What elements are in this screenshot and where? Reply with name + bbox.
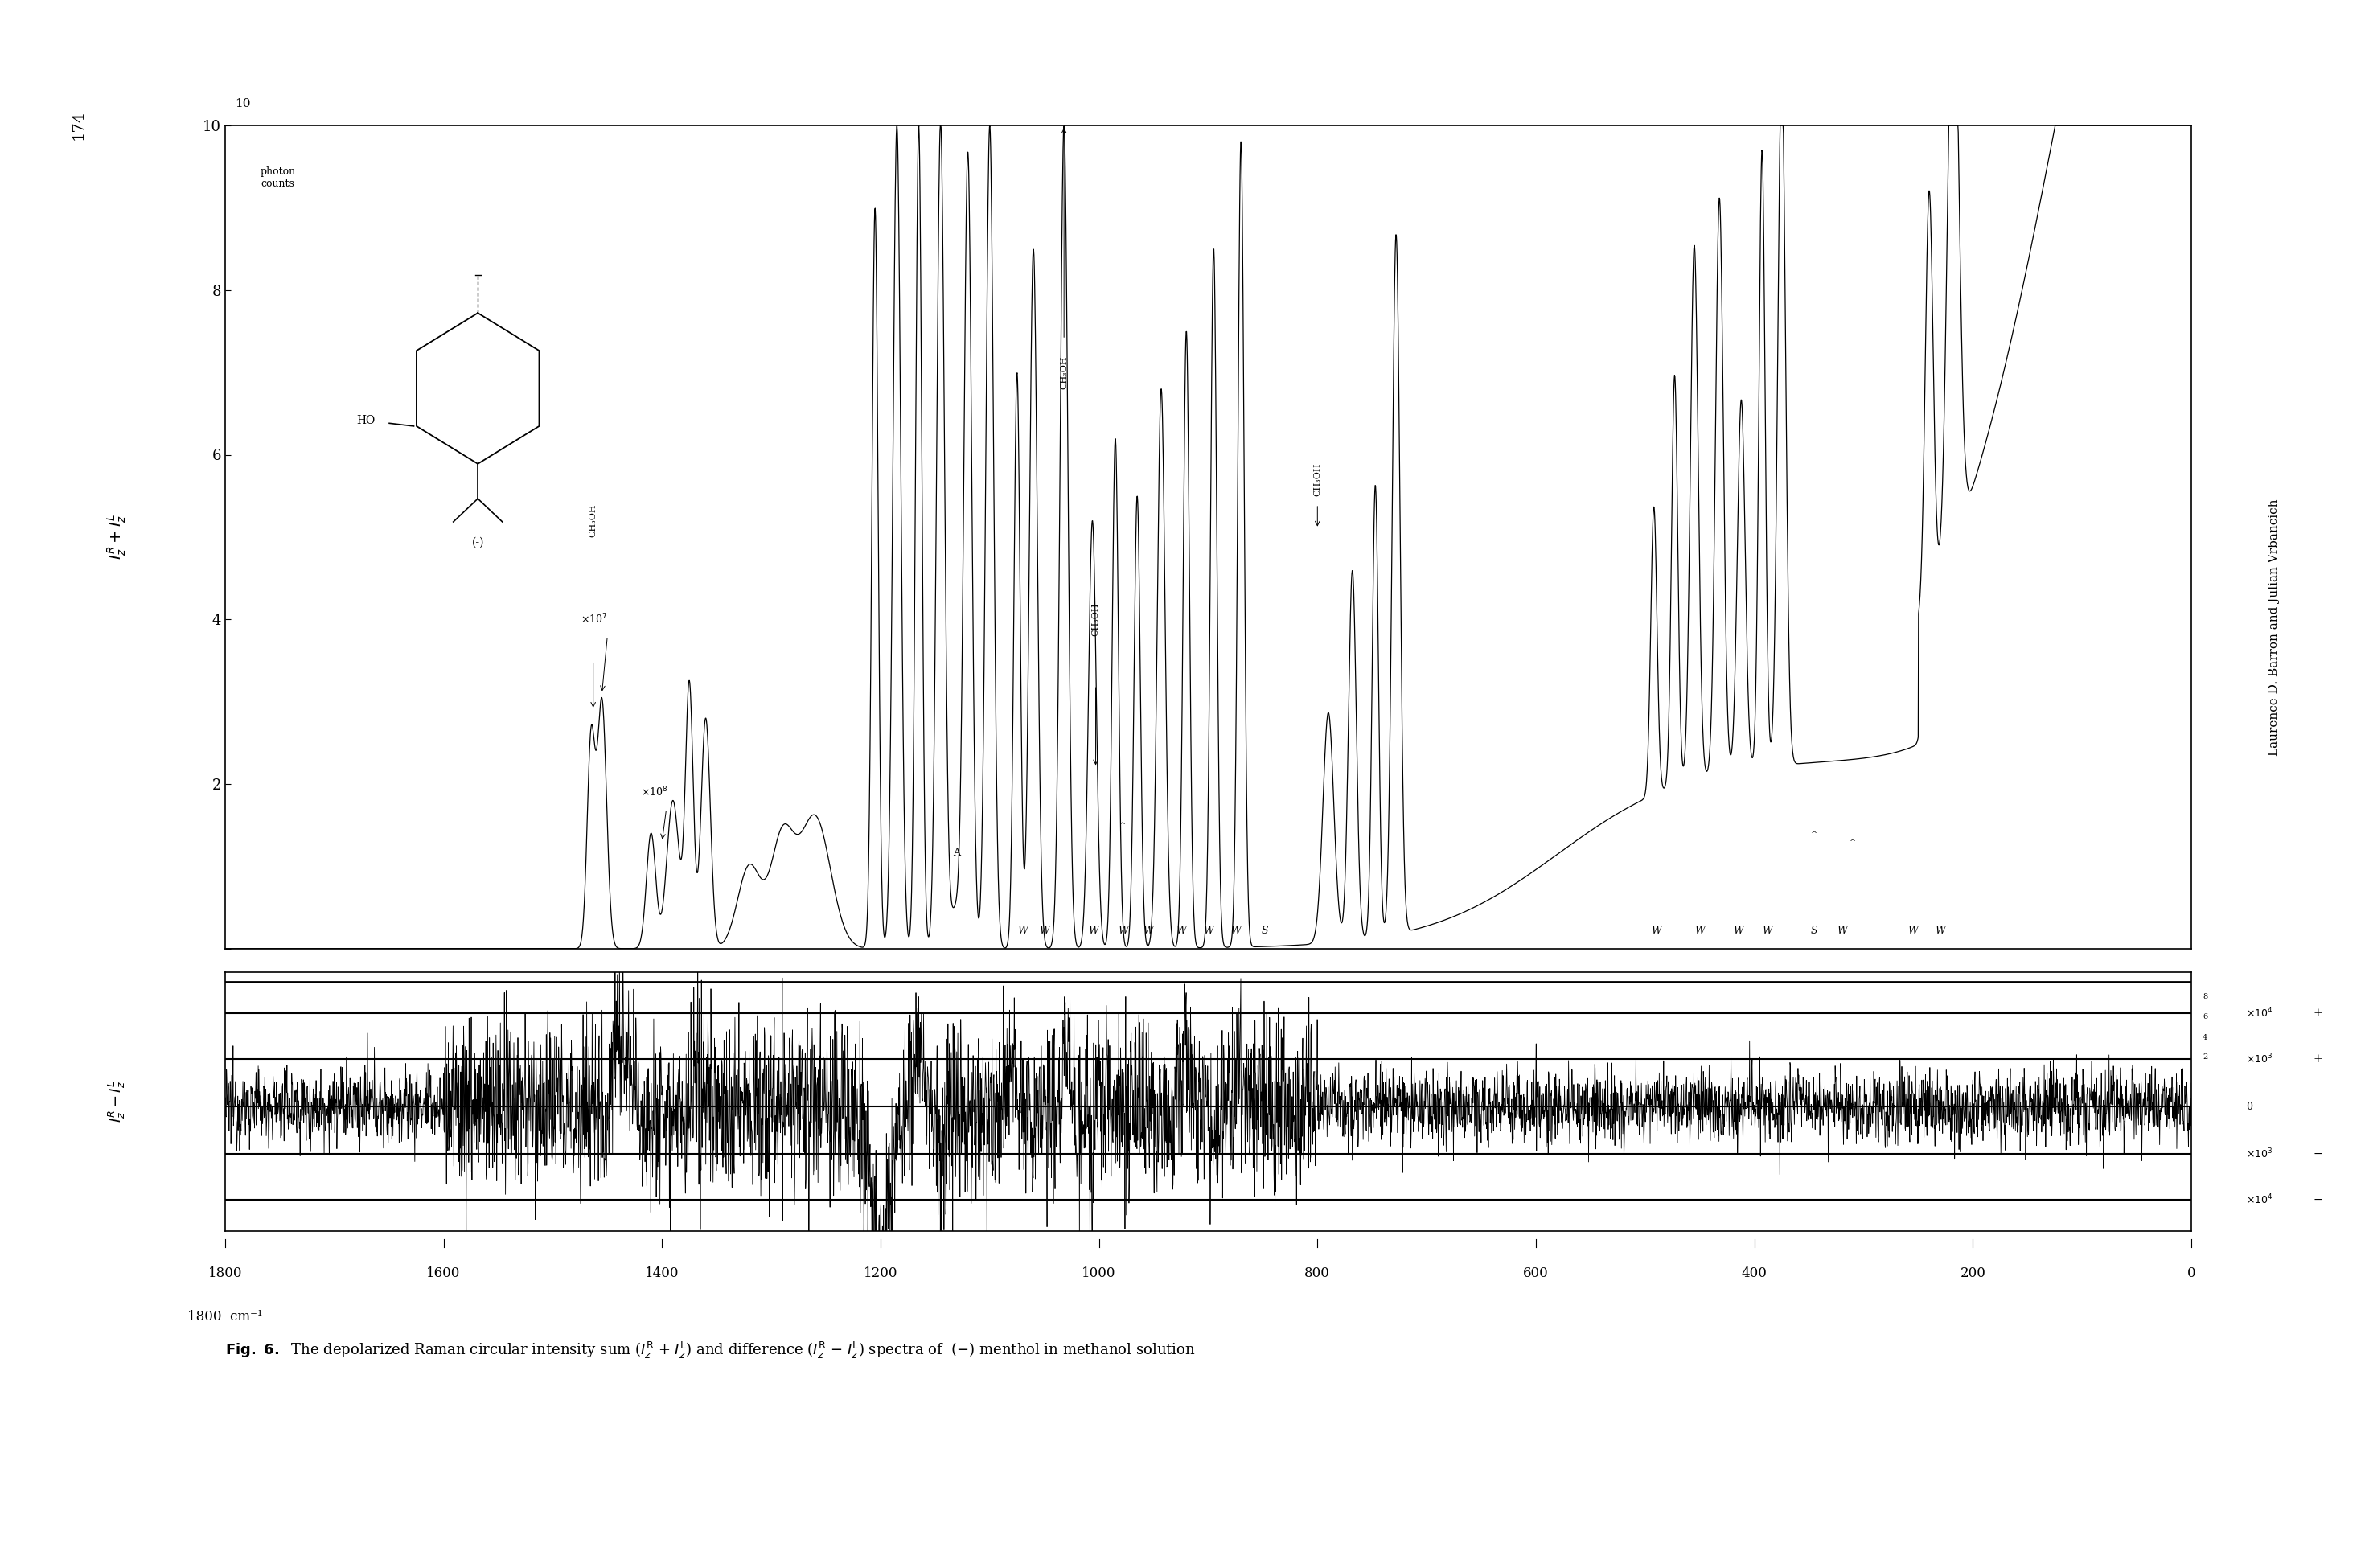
- Text: W: W: [1935, 925, 1945, 936]
- Text: CH₃OH: CH₃OH: [1092, 602, 1099, 637]
- Text: +: +: [2312, 1054, 2322, 1065]
- Text: 400: 400: [1741, 1267, 1767, 1279]
- Text: W: W: [1175, 925, 1187, 936]
- Text: ^: ^: [1121, 822, 1125, 829]
- Text: W: W: [1836, 925, 1848, 936]
- Text: CH₃OH: CH₃OH: [590, 503, 597, 536]
- Text: $\times10^3$: $\times10^3$: [2246, 1148, 2272, 1160]
- Text: CH₃OH: CH₃OH: [1312, 463, 1322, 495]
- Text: 1800: 1800: [208, 1267, 242, 1279]
- Text: 10: 10: [235, 97, 251, 110]
- Text: 1200: 1200: [862, 1267, 898, 1279]
- Text: W: W: [1763, 925, 1772, 936]
- Text: S: S: [1810, 925, 1817, 936]
- Text: 6: 6: [2203, 1013, 2208, 1021]
- Text: HO: HO: [358, 414, 374, 426]
- Text: 1600: 1600: [426, 1267, 460, 1279]
- Text: A: A: [952, 848, 959, 858]
- Text: W: W: [1142, 925, 1154, 936]
- Text: 174: 174: [71, 110, 85, 140]
- Text: $I_z^R - I_z^L$: $I_z^R - I_z^L$: [107, 1080, 128, 1123]
- Text: 8: 8: [2203, 994, 2208, 1000]
- Text: 4: 4: [2203, 1035, 2208, 1041]
- Text: W: W: [1040, 925, 1049, 936]
- Text: 800: 800: [1305, 1267, 1331, 1279]
- Text: $\times10^4$: $\times10^4$: [2246, 1007, 2272, 1019]
- Text: −: −: [2312, 1148, 2322, 1159]
- Text: $I_z^R + I_z^L$: $I_z^R + I_z^L$: [107, 514, 128, 560]
- Text: 0: 0: [2246, 1101, 2253, 1112]
- Text: 1800  cm⁻¹: 1800 cm⁻¹: [187, 1311, 263, 1323]
- Text: (-): (-): [471, 536, 483, 547]
- Text: +: +: [2312, 1008, 2322, 1019]
- Text: W: W: [1203, 925, 1213, 936]
- Text: Laurence D. Barron and Julian Vrbancich: Laurence D. Barron and Julian Vrbancich: [2270, 499, 2279, 756]
- Text: W: W: [1087, 925, 1099, 936]
- Text: 2: 2: [2203, 1054, 2208, 1060]
- Text: ^: ^: [1812, 831, 1817, 837]
- Text: 600: 600: [1523, 1267, 1549, 1279]
- Text: photon
counts: photon counts: [261, 166, 296, 190]
- Text: CH₃OH: CH₃OH: [1059, 356, 1068, 389]
- Text: 1000: 1000: [1083, 1267, 1116, 1279]
- Text: 1400: 1400: [644, 1267, 680, 1279]
- Text: W: W: [1118, 925, 1128, 936]
- Text: $\times$10$^7$: $\times$10$^7$: [580, 613, 606, 626]
- Text: $\times$10$^8$: $\times$10$^8$: [640, 786, 668, 800]
- Text: W: W: [1694, 925, 1706, 936]
- Text: 0: 0: [2187, 1267, 2196, 1279]
- Text: −: −: [2312, 1195, 2322, 1206]
- Text: 200: 200: [1959, 1267, 1985, 1279]
- Text: W: W: [1016, 925, 1028, 936]
- Text: W: W: [1732, 925, 1744, 936]
- Text: $\times10^3$: $\times10^3$: [2246, 1052, 2272, 1066]
- Text: W: W: [1907, 925, 1919, 936]
- Text: W: W: [1651, 925, 1661, 936]
- Text: ^: ^: [1850, 839, 1855, 845]
- Text: S: S: [1263, 925, 1267, 936]
- Text: $\times10^4$: $\times10^4$: [2246, 1193, 2272, 1206]
- Text: W: W: [1230, 925, 1241, 936]
- Text: $\bf{Fig.\ 6.}$  The depolarized Raman circular intensity sum ($I_z^{\mathrm{R}}: $\bf{Fig.\ 6.}$ The depolarized Raman ci…: [225, 1341, 1196, 1361]
